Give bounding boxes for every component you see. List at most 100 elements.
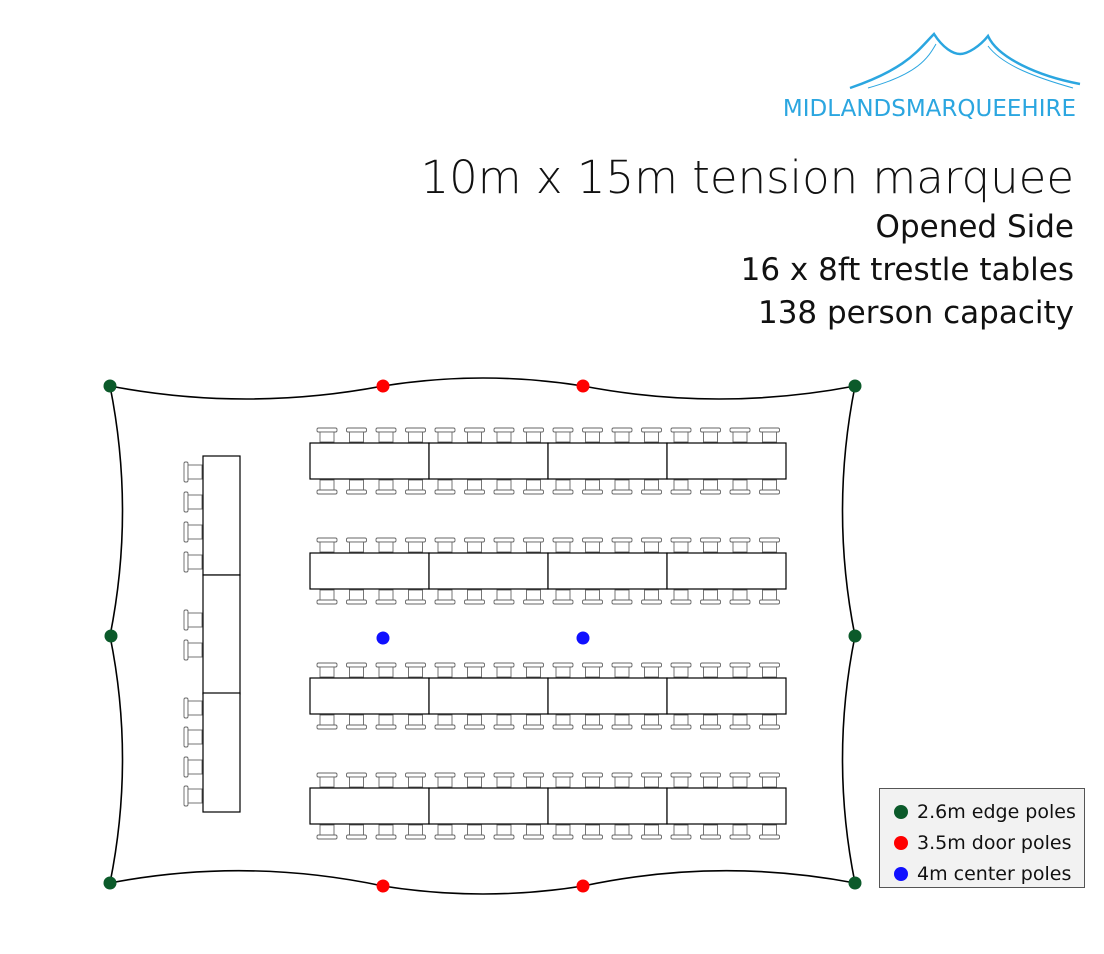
subtitle-tables: 16 x 8ft trestle tables	[740, 252, 1074, 288]
chair	[729, 479, 751, 495]
trestle-table	[547, 677, 668, 715]
trestle-table	[547, 787, 668, 825]
poles-layer	[103, 379, 862, 893]
chair	[552, 824, 574, 840]
top-table	[202, 455, 241, 576]
chair	[611, 662, 633, 678]
chair	[670, 537, 692, 553]
chair	[346, 824, 367, 840]
door-pole	[576, 879, 590, 893]
chair	[316, 714, 338, 730]
chair	[375, 714, 397, 730]
chair	[346, 714, 367, 730]
chair	[493, 427, 515, 443]
banquet-row	[309, 772, 787, 840]
door-pole	[576, 379, 590, 393]
chair	[316, 427, 338, 443]
chair	[759, 537, 780, 553]
chair	[346, 589, 367, 605]
chair	[582, 662, 603, 678]
chair	[641, 537, 662, 553]
chair	[493, 479, 515, 495]
edge-pole	[848, 379, 862, 393]
chair	[405, 537, 426, 553]
chair	[375, 537, 397, 553]
chair	[641, 824, 662, 840]
trestle-table	[309, 552, 430, 590]
chair	[582, 714, 603, 730]
edge-pole	[103, 379, 117, 393]
furniture-layer	[183, 427, 787, 840]
legend-item-edge-poles: 2.6m edge poles	[880, 796, 1084, 827]
chair	[611, 589, 633, 605]
chair	[316, 537, 338, 553]
chair	[611, 772, 633, 788]
chair	[493, 714, 515, 730]
chair	[729, 714, 751, 730]
top-table	[202, 574, 241, 695]
trestle-table	[309, 677, 430, 715]
chair	[434, 537, 456, 553]
chair	[700, 662, 721, 678]
chair	[523, 589, 544, 605]
chair	[493, 772, 515, 788]
chair	[346, 427, 367, 443]
chair	[346, 772, 367, 788]
chair	[729, 662, 751, 678]
chair	[611, 824, 633, 840]
trestle-table	[666, 552, 787, 590]
edge-pole	[103, 876, 117, 890]
trestle-table	[666, 442, 787, 480]
chair	[670, 772, 692, 788]
chair	[183, 491, 203, 513]
chair	[641, 772, 662, 788]
chair	[183, 726, 203, 748]
trestle-table	[428, 552, 549, 590]
chair	[700, 479, 721, 495]
plan-heading: 10m x 15m tension marquee Opened Side 16…	[421, 150, 1074, 335]
chair	[434, 714, 456, 730]
legend-item-door-poles: 3.5m door poles	[880, 827, 1084, 858]
chair	[316, 479, 338, 495]
chair	[464, 537, 485, 553]
chair	[405, 772, 426, 788]
center-pole	[376, 631, 390, 645]
chair	[641, 427, 662, 443]
chair	[641, 479, 662, 495]
legend: 2.6m edge poles 3.5m door poles 4m cente…	[879, 788, 1085, 888]
chair	[641, 714, 662, 730]
chair	[611, 537, 633, 553]
chair	[434, 589, 456, 605]
chair	[582, 772, 603, 788]
chair	[375, 824, 397, 840]
door-pole	[376, 379, 390, 393]
chair	[729, 589, 751, 605]
chair	[700, 537, 721, 553]
chair	[183, 521, 203, 543]
chair	[523, 662, 544, 678]
chair	[700, 589, 721, 605]
chair	[552, 589, 574, 605]
chair	[493, 537, 515, 553]
chair	[670, 714, 692, 730]
chair	[759, 714, 780, 730]
trestle-table	[666, 677, 787, 715]
chair	[346, 537, 367, 553]
chair	[183, 461, 203, 483]
chair	[582, 589, 603, 605]
chair	[183, 609, 203, 631]
chair	[700, 714, 721, 730]
chair	[464, 714, 485, 730]
chair	[611, 427, 633, 443]
legend-item-center-poles: 4m center poles	[880, 858, 1084, 889]
chair	[729, 427, 751, 443]
subtitle-capacity: 138 person capacity	[757, 295, 1074, 331]
chair	[759, 662, 780, 678]
chair	[464, 479, 485, 495]
banquet-row	[309, 427, 787, 495]
subtitle-side: Opened Side	[875, 209, 1074, 245]
chair	[316, 589, 338, 605]
chair	[464, 662, 485, 678]
chair	[552, 479, 574, 495]
chair	[346, 479, 367, 495]
